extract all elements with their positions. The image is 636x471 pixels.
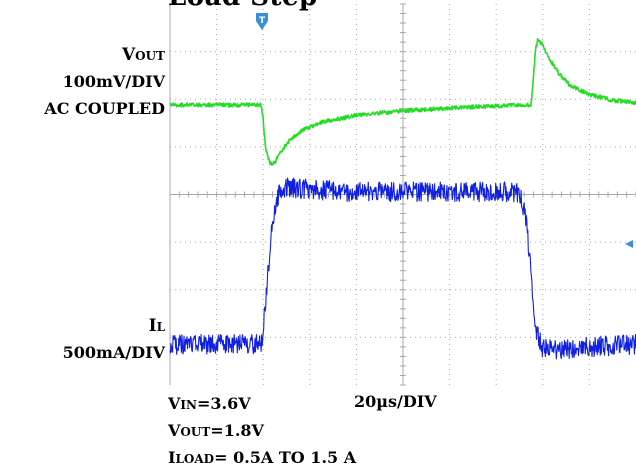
vout-coupling-label: AC COUPLED	[44, 99, 165, 118]
page-title: Load Step	[168, 0, 318, 12]
vout-setting-label: VOUT=1.8V	[168, 421, 264, 440]
vout-label: VOUT	[121, 45, 165, 65]
arrow-left-icon	[625, 240, 633, 248]
series-trace-vout	[169, 38, 636, 166]
trigger-marker-icon: T	[256, 13, 268, 30]
vout-scale-label: 100mV/DIV	[62, 72, 165, 91]
vin-label: VIN=3.6V	[168, 394, 251, 413]
il-scale-label: 500mA/DIV	[62, 343, 165, 362]
il-label: IL	[148, 316, 165, 336]
traces	[169, 38, 636, 360]
iload-label: ILOAD= 0.5A TO 1.5 A	[168, 448, 357, 467]
timebase-label: 20µs/DIV	[354, 392, 437, 411]
series-trace-il	[169, 177, 636, 360]
svg-text:T: T	[259, 16, 266, 26]
